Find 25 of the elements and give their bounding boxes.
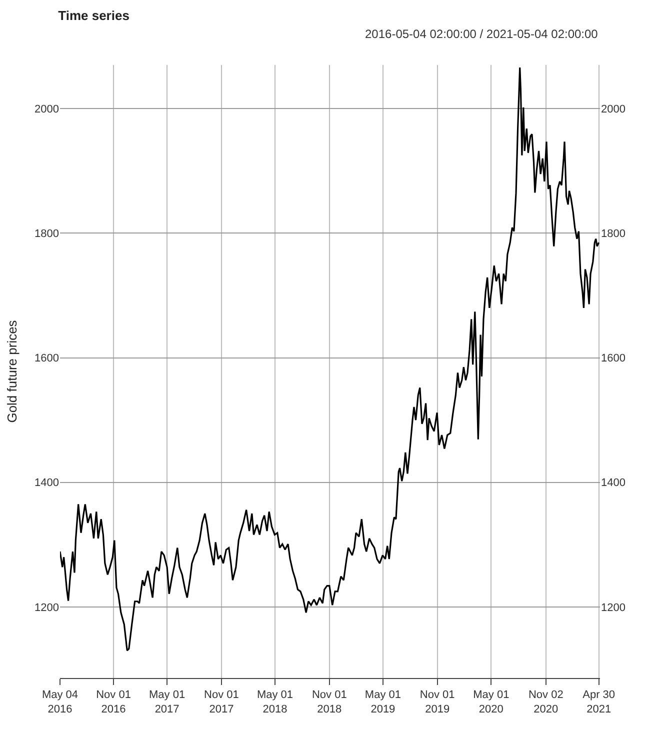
y2-tick-label: 1200 (601, 602, 626, 614)
x-tick-label: Nov 01 2016 (96, 689, 131, 716)
x-tick-label: May 04 2016 (42, 689, 78, 716)
y-tick-label: 1200 (34, 602, 59, 614)
x-tick-label: Apr 30 2021 (582, 689, 616, 716)
y2-tick-label: 1800 (601, 228, 626, 240)
line-series (60, 66, 600, 652)
y2-tick-label: 1400 (601, 477, 626, 490)
chart-subtitle: 2016-05-04 02:00:00 / 2021-05-04 02:00:00 (365, 27, 598, 41)
x-tick-label: May 01 2017 (149, 689, 186, 716)
x-tick-label: May 01 2019 (364, 689, 401, 716)
x-tick-label: Nov 02 2020 (528, 689, 564, 716)
y-tick-label: 1400 (34, 477, 59, 490)
y-tick-label: 2000 (34, 103, 59, 116)
y-axis-title: Gold future prices (4, 320, 20, 423)
x-tick-label: Nov 01 2018 (312, 689, 347, 716)
x-tick-label: Nov 01 2019 (420, 689, 455, 716)
x-tick-label: Nov 01 2017 (204, 689, 239, 716)
x-tick-label: May 01 2018 (256, 689, 294, 716)
y-tick-label: 1800 (34, 228, 59, 240)
y2-tick-label: 2000 (601, 103, 626, 116)
x-tick-label: May 01 2020 (473, 689, 510, 716)
chart-title: Time series (58, 8, 130, 24)
y2-tick-label: 1600 (601, 352, 626, 365)
y-tick-label: 1600 (34, 352, 59, 365)
